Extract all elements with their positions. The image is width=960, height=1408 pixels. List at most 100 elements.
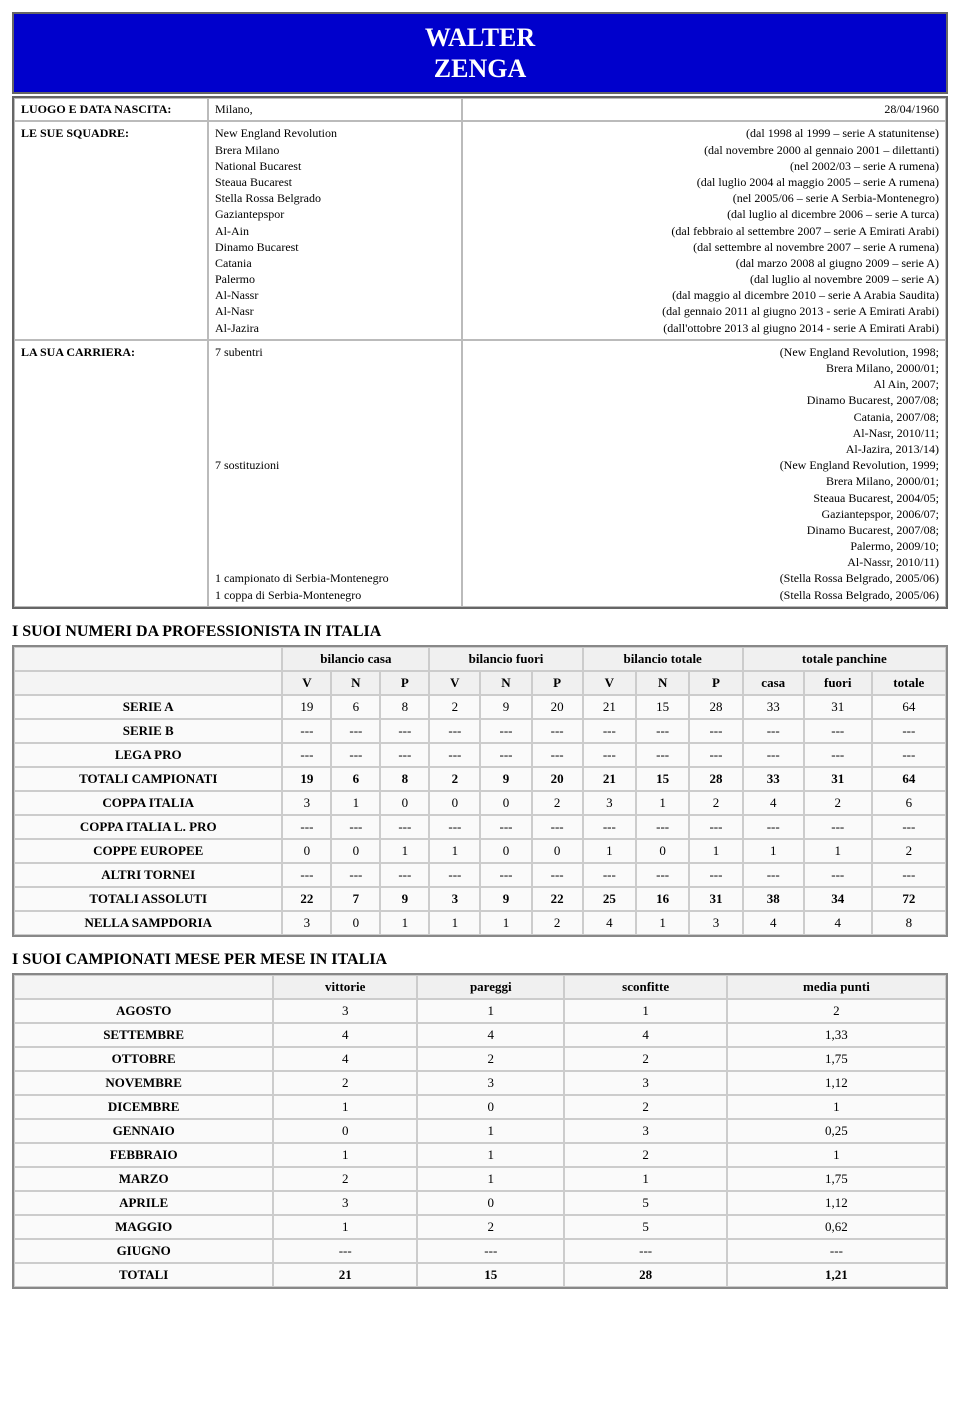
stats-group-header [14, 647, 282, 671]
stats-sub-header: V [429, 671, 480, 695]
stats-cell: 0 [331, 911, 380, 935]
career-item-left [215, 538, 455, 554]
stats-cell: 21 [583, 767, 636, 791]
months-row-label: APRILE [14, 1191, 273, 1215]
months-cell: 2 [417, 1047, 564, 1071]
career-item-left [215, 425, 455, 441]
career-item-left [215, 392, 455, 408]
career-item-left [215, 376, 455, 392]
stats-cell: --- [282, 719, 331, 743]
stats-group-header: bilancio totale [583, 647, 743, 671]
months-header: pareggi [417, 975, 564, 999]
stats-sub-header: casa [743, 671, 804, 695]
months-cell: 3 [273, 1191, 417, 1215]
months-row-label: NOVEMBRE [14, 1071, 273, 1095]
stats-row-label: TOTALI CAMPIONATI [14, 767, 282, 791]
stats-cell: 2 [532, 911, 583, 935]
header-line1: WALTER [425, 23, 535, 52]
stats-sub-header: V [583, 671, 636, 695]
stats-cell: 0 [532, 839, 583, 863]
stats-cell: --- [804, 743, 872, 767]
team-name: Brera Milano [215, 142, 455, 158]
career-item-left [215, 441, 455, 457]
stats-cell: 0 [636, 839, 689, 863]
career-item-right: (Stella Rossa Belgrado, 2005/06) [469, 587, 939, 603]
team-period: (nel 2002/03 – serie A rumena) [469, 158, 939, 174]
career-item-left: 1 coppa di Serbia-Montenegro [215, 587, 455, 603]
stats-cell: --- [480, 815, 531, 839]
career-right-cell: (New England Revolution, 1998;Brera Mila… [462, 340, 946, 607]
months-cell: 1,75 [727, 1167, 946, 1191]
stats-cell: --- [380, 815, 429, 839]
career-item-right: Al-Nassr, 2010/11) [469, 554, 939, 570]
stats-cell: --- [532, 719, 583, 743]
career-item-right: Steaua Bucarest, 2004/05; [469, 490, 939, 506]
stats-cell: 4 [743, 791, 804, 815]
career-item-right: Al Ain, 2007; [469, 376, 939, 392]
months-cell: 1 [564, 999, 726, 1023]
birth-row: LUOGO E DATA NASCITA: Milano, 28/04/1960 [14, 98, 946, 121]
months-cell: 1 [727, 1095, 946, 1119]
stats-cell: 3 [429, 887, 480, 911]
months-cell: 0 [273, 1119, 417, 1143]
teams-label: LE SUE SQUADRE: [14, 121, 208, 339]
months-cell: 5 [564, 1215, 726, 1239]
months-cell: 4 [417, 1023, 564, 1047]
career-item-left: 1 campionato di Serbia-Montenegro [215, 570, 455, 586]
stats-cell: 64 [872, 695, 946, 719]
stats-group-header: bilancio fuori [429, 647, 582, 671]
team-name: Dinamo Bucarest [215, 239, 455, 255]
stats-cell: 8 [380, 695, 429, 719]
stats-cell: 1 [804, 839, 872, 863]
months-row-label: OTTOBRE [14, 1047, 273, 1071]
header-line2: ZENGA [434, 54, 526, 83]
stats-cell: 6 [331, 767, 380, 791]
stats-cell: --- [282, 743, 331, 767]
team-period: (dal novembre 2000 al gennaio 2001 – dil… [469, 142, 939, 158]
stats-cell: --- [583, 743, 636, 767]
stats-cell: 20 [532, 767, 583, 791]
team-period: (dal luglio al novembre 2009 – serie A) [469, 271, 939, 287]
stats-table: bilancio casabilancio fuoribilancio tota… [12, 645, 948, 937]
stats-cell: 0 [480, 791, 531, 815]
stats-cell: 1 [429, 839, 480, 863]
team-period: (dal maggio al dicembre 2010 – serie A A… [469, 287, 939, 303]
months-row-label: FEBBRAIO [14, 1143, 273, 1167]
months-cell: 3 [273, 999, 417, 1023]
stats-cell: 38 [743, 887, 804, 911]
stats-cell: 33 [743, 695, 804, 719]
team-period: (dal luglio 2004 al maggio 2005 – serie … [469, 174, 939, 190]
months-cell: 2 [727, 999, 946, 1023]
months-cell: 1 [417, 1143, 564, 1167]
stats-cell: 31 [804, 695, 872, 719]
stats-cell: 2 [429, 695, 480, 719]
stats-cell: --- [804, 815, 872, 839]
stats-cell: 0 [429, 791, 480, 815]
career-item-left [215, 473, 455, 489]
months-cell: 0 [417, 1095, 564, 1119]
stats-cell: 2 [532, 791, 583, 815]
months-cell: 4 [273, 1023, 417, 1047]
months-cell: 5 [564, 1191, 726, 1215]
stats-cell: 3 [282, 791, 331, 815]
info-table: LUOGO E DATA NASCITA: Milano, 28/04/1960… [12, 96, 948, 608]
months-cell: 1,75 [727, 1047, 946, 1071]
stats-row-label: COPPA ITALIA L. PRO [14, 815, 282, 839]
birth-place: Milano, [208, 98, 462, 121]
team-period: (dal 1998 al 1999 – serie A statunitense… [469, 125, 939, 141]
career-item-right: (New England Revolution, 1999; [469, 457, 939, 473]
birth-label: LUOGO E DATA NASCITA: [14, 98, 208, 121]
page-header: WALTER ZENGA [12, 12, 948, 94]
months-row-label: AGOSTO [14, 999, 273, 1023]
months-row-label: MAGGIO [14, 1215, 273, 1239]
stats-cell: 9 [480, 767, 531, 791]
stats-cell: 33 [743, 767, 804, 791]
stats-cell: --- [689, 863, 742, 887]
stats-cell: --- [689, 743, 742, 767]
stats-cell: 1 [480, 911, 531, 935]
stats-cell: --- [583, 719, 636, 743]
stats-sub-header: totale [872, 671, 946, 695]
stats-group-header: bilancio casa [282, 647, 429, 671]
team-name: Al-Ain [215, 223, 455, 239]
stats-sub-header: V [282, 671, 331, 695]
